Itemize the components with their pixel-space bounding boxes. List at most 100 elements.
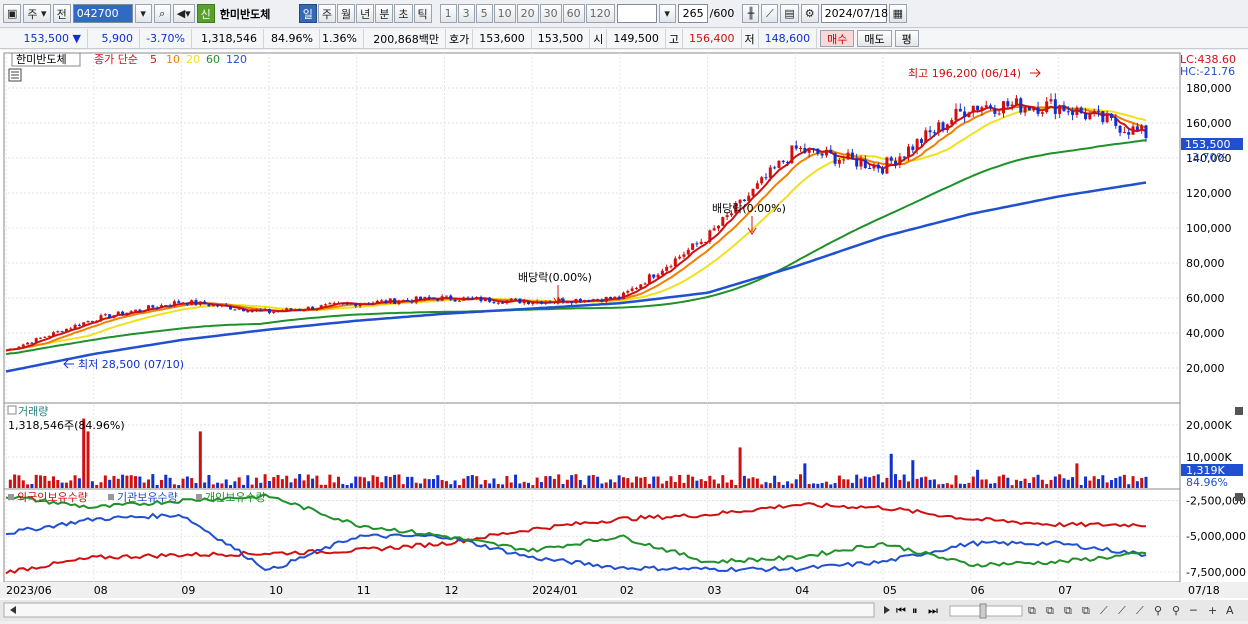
footer-tool-icon[interactable]: ⧉	[1082, 604, 1090, 617]
high-label: 고	[666, 28, 683, 49]
footer-tool-icon[interactable]: +	[1208, 604, 1217, 617]
footer-tool-icon[interactable]: ⚲	[1154, 604, 1162, 617]
interval-tab-60[interactable]: 60	[562, 4, 585, 23]
period-tab-3[interactable]: 년	[356, 4, 375, 23]
speaker-icon[interactable]: ◀▾	[172, 4, 195, 23]
gear-icon[interactable]: ⚙	[800, 4, 819, 23]
candle-body	[958, 108, 962, 112]
candle-body	[181, 302, 185, 304]
footer-tool-icon[interactable]: A	[1226, 604, 1234, 617]
calendar-icon[interactable]: ▦	[888, 4, 908, 23]
scroll-first-icon[interactable]: ⏮	[896, 604, 906, 617]
footer-tool-icon[interactable]: ⟋	[1100, 604, 1108, 617]
volume-bar	[250, 484, 254, 488]
footer-tool-icon[interactable]: ─	[1189, 604, 1197, 617]
volume-bar	[587, 475, 591, 488]
zoom-slider-handle[interactable]	[979, 603, 987, 619]
scrollbar-track[interactable]	[3, 602, 875, 618]
layout-icon[interactable]: ▣	[3, 4, 22, 23]
ask-label: 호가	[446, 28, 474, 49]
candle-body	[211, 304, 215, 307]
volume-tag-text: 1,319K	[1186, 464, 1225, 477]
buy-button[interactable]: 매수	[820, 30, 855, 47]
interval-dropdown-icon[interactable]: ▾	[658, 4, 676, 23]
candle-body	[799, 148, 803, 150]
price-tick-label: 60,000	[1186, 292, 1225, 305]
stock-chart-svg[interactable]: 20,000 40,000 60,000 80,000 100,000 120,000 14…	[0, 50, 1248, 621]
period-tab-1[interactable]: 주	[317, 4, 337, 23]
candle-body	[90, 321, 94, 323]
volume-bar	[950, 484, 954, 488]
candle-body	[816, 148, 820, 154]
candle-type-icon[interactable]: ╫	[742, 4, 760, 23]
footer-tool-icon[interactable]: ⟋	[1136, 604, 1144, 617]
volume-bar	[388, 476, 392, 488]
interval-tab-30[interactable]: 30	[539, 4, 562, 23]
volume-bar	[919, 477, 923, 488]
eval-button[interactable]: 평	[894, 30, 919, 47]
period-tab-5[interactable]: 초	[394, 4, 413, 23]
candle-body	[712, 228, 716, 231]
scroll-left-icon[interactable]	[10, 606, 16, 614]
volume-axis: 10,000K 20,000K	[1186, 419, 1232, 464]
interval-tab-10[interactable]: 10	[493, 4, 516, 23]
holding-panel-close-icon[interactable]	[1235, 493, 1243, 501]
candle-body	[440, 296, 444, 301]
interval-tab-120[interactable]: 120	[585, 4, 615, 23]
scroll-last-icon[interactable]: ⏭	[928, 604, 938, 617]
volume-bar	[341, 483, 345, 488]
period-tab-0[interactable]: 일	[298, 4, 317, 23]
line-tool-icon[interactable]: ⟋	[761, 4, 779, 23]
scroll-right-icon[interactable]	[884, 606, 890, 614]
code-dropdown-icon[interactable]: ▾	[134, 4, 152, 23]
volume-bar	[470, 475, 474, 488]
price-axis: 20,000 40,000 60,000 80,000 100,000 120,000 14…	[1186, 82, 1232, 375]
volume-bar	[1097, 479, 1100, 488]
candle-body	[470, 297, 474, 299]
candle-body	[527, 301, 530, 305]
candle-body	[190, 300, 194, 305]
interval-tab-5[interactable]: 5	[475, 4, 493, 23]
interval-tab-1[interactable]: 1	[439, 4, 457, 23]
price-tick-label: 160,000	[1186, 117, 1232, 130]
save-icon[interactable]: ▤	[780, 4, 799, 23]
footer-tool-icon[interactable]: ⧉	[1046, 604, 1054, 617]
open-price: 149,500	[607, 28, 666, 49]
interval-custom-input[interactable]	[616, 4, 657, 23]
footer-tool-icon[interactable]: ⧉	[1028, 604, 1036, 617]
candle-body	[919, 139, 923, 143]
market-select[interactable]: 주 ▾	[23, 4, 51, 23]
interval-tab-3[interactable]: 3	[457, 4, 475, 23]
scroll-pause-icon[interactable]: ⏸	[912, 604, 918, 617]
candle-body	[1014, 98, 1018, 105]
date-input[interactable]: 2024/07/18	[820, 4, 888, 23]
volume-tag	[1181, 464, 1243, 476]
period-tab-2[interactable]: 월	[337, 4, 356, 23]
stock-code-input[interactable]: 042700	[72, 4, 133, 23]
period-tab-4[interactable]: 분	[375, 4, 394, 23]
volume-bar	[518, 483, 522, 488]
volume-bar	[1084, 476, 1088, 488]
period-tab-6[interactable]: 틱	[413, 4, 432, 23]
stock-name: 한미반도체	[216, 4, 297, 23]
panel-table-icon-lines	[11, 71, 19, 79]
interval-tab-20[interactable]: 20	[516, 4, 539, 23]
footer-tool-icon[interactable]: ⟋	[1118, 604, 1126, 617]
count-input[interactable]: 265	[677, 4, 708, 23]
footer-tool-icon[interactable]: ⚲	[1172, 604, 1180, 617]
holding-legend-box	[8, 494, 14, 500]
candle-body	[462, 297, 466, 301]
x-tick-label: 03	[708, 584, 722, 597]
search-icon[interactable]: ⌕	[153, 4, 171, 23]
candle-body	[328, 303, 332, 305]
volume-bar	[747, 478, 751, 488]
candle-body	[591, 299, 595, 302]
footer-tool-icon[interactable]: ⧉	[1064, 604, 1072, 617]
volume-panel-close-icon[interactable]	[1235, 407, 1243, 415]
candle-body	[242, 308, 245, 312]
scope-select[interactable]: 전	[52, 4, 71, 23]
volume-bar	[211, 484, 215, 488]
candle-body	[950, 120, 954, 125]
candle-body	[237, 308, 241, 310]
sell-button[interactable]: 매도	[857, 30, 892, 47]
